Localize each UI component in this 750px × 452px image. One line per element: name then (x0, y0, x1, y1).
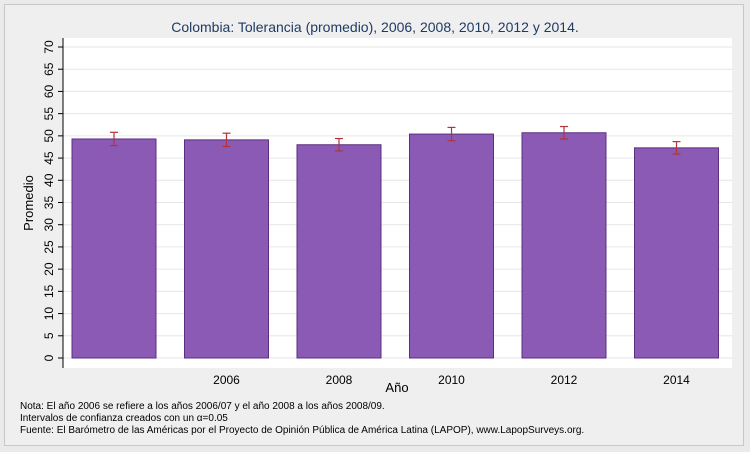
y-tick-label: 45 (42, 151, 56, 165)
x-tick-label: 2014 (663, 373, 690, 387)
y-axis-title: Promedio (21, 175, 36, 231)
x-tick-label: 2008 (326, 373, 353, 387)
bar-first (71, 138, 157, 359)
y-tick-label: 35 (42, 196, 56, 210)
chart-title: Colombia: Tolerancia (promedio), 2006, 2… (171, 19, 579, 35)
x-tick-label: 2006 (213, 373, 240, 387)
grid-lines (63, 46, 732, 359)
y-tick-label: 5 (42, 332, 56, 339)
x-axis-title: Año (385, 380, 408, 395)
error-bars (110, 125, 681, 155)
chart-notes: Nota: El año 2006 se refiere a los años … (20, 401, 584, 437)
y-tick-label: 25 (42, 240, 56, 254)
note-line-1: Nota: El año 2006 se refiere a los años … (20, 401, 385, 412)
y-tick-label: 10 (42, 307, 56, 321)
y-tick-label: 30 (42, 218, 56, 232)
y-tick-label: 70 (42, 40, 56, 54)
note-line-2: Intervalos de confianza creados con un α… (20, 413, 228, 424)
y-tick-label: 0 (42, 354, 56, 361)
y-tick-label: 65 (42, 62, 56, 76)
bars (71, 132, 719, 359)
y-tick-label: 50 (42, 129, 56, 143)
y-ticks: 0 5 10 15 20 25 30 35 40 45 50 55 60 65 70 (42, 40, 63, 361)
bar-2012 (521, 132, 607, 359)
note-line-3: Fuente: El Barómetro de las Américas por… (20, 425, 585, 436)
x-ticks: 2006 2008 2010 2012 2014 (213, 373, 690, 387)
y-tick-label: 20 (42, 262, 56, 276)
y-tick-label: 60 (42, 84, 56, 98)
x-tick-label: 2012 (551, 373, 578, 387)
bar-2006 (184, 139, 269, 359)
y-tick-label: 40 (42, 173, 56, 187)
y-tick-label: 55 (42, 107, 56, 121)
x-tick-label: 2010 (438, 373, 465, 387)
bar-2008 (296, 144, 382, 359)
bar-2014 (634, 147, 719, 359)
y-tick-label: 15 (42, 284, 56, 298)
bar-2010 (409, 133, 494, 359)
